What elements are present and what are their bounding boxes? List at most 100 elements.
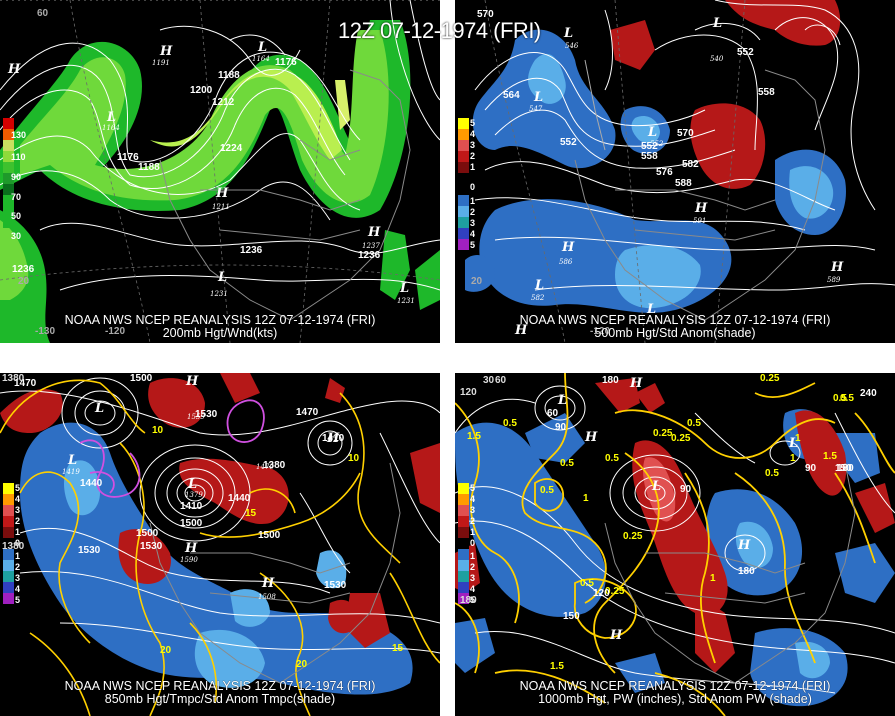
low-marker: L <box>647 302 657 317</box>
grid-label: 20 <box>471 276 483 287</box>
low-marker: L <box>258 40 268 55</box>
legend-label: 0 <box>470 538 476 548</box>
std-anom-legend <box>3 483 14 604</box>
contour-label: 552 <box>560 137 577 148</box>
panel-850mb-map: 5 4 3 2 1 0 1 2 3 4 5 1470 1500 1530 147… <box>0 373 440 716</box>
contour-label: 1530 <box>195 409 218 420</box>
panel-credit: NOAA NWS NCEP REANALYSIS 12Z 07-12-1974 … <box>519 679 831 693</box>
legend-label: 2 <box>15 562 21 572</box>
contour-label: 1188 <box>138 162 160 173</box>
pw-label: 0.5 <box>560 458 574 469</box>
legend-label: 4 <box>15 584 21 594</box>
high-marker: H <box>185 541 198 556</box>
legend-label: 5 <box>15 483 21 493</box>
legend-label: 30 <box>11 231 22 241</box>
legend-label: 3 <box>470 218 476 228</box>
low-marker: L <box>789 436 799 451</box>
legend-label: 2 <box>470 207 476 217</box>
high-marker: H <box>585 430 598 445</box>
high-marker: H <box>738 538 751 553</box>
contour-label: 1236 <box>12 264 35 275</box>
low-marker: L <box>188 477 198 492</box>
legend-label: 4 <box>470 494 476 504</box>
contour-label: 582 <box>682 159 699 170</box>
legend-label: 5 <box>470 118 476 128</box>
low-marker: L <box>648 125 658 140</box>
high-marker: H <box>8 62 21 77</box>
pw-label: 0.5 <box>540 485 554 496</box>
contour-label: 180 <box>738 566 755 577</box>
contour-label: 1176 <box>117 152 139 163</box>
high-marker: H <box>186 374 199 389</box>
contour-label: 1440 <box>80 478 103 489</box>
contour-label: 558 <box>641 151 658 162</box>
legend-label: 90 <box>11 172 22 182</box>
panel-caption: 850mb Hgt/Tmpc/Std Anom Tmpc(shade) <box>104 692 336 706</box>
contour-label: 1236 <box>358 250 381 261</box>
contour-label: 1224 <box>220 143 243 154</box>
center-value: 540 <box>710 55 724 63</box>
low-marker: L <box>652 479 662 494</box>
legend-label: 5 <box>470 240 476 250</box>
legend-label: 3 <box>15 573 21 583</box>
contour-label: 90 <box>555 422 567 433</box>
pw-label: 1 <box>790 453 796 464</box>
legend-label: 5 <box>470 483 476 493</box>
std-anom-legend <box>458 483 469 604</box>
low-marker: L <box>107 110 117 125</box>
contour-label: 1188 <box>218 70 240 81</box>
legend-label: 4 <box>470 129 476 139</box>
contour-label: 588 <box>675 178 692 189</box>
panel-credit: NOAA NWS NCEP REANALYSIS 12Z 07-12-1974 … <box>519 313 831 327</box>
contour-label: 552 <box>641 141 658 152</box>
contour-label: 564 <box>503 90 520 101</box>
pw-label: 1 <box>710 573 716 584</box>
grid-label: 180 <box>460 595 477 606</box>
grid-label: 20 <box>18 276 30 287</box>
panel-1000mb-map: 5 4 3 2 1 0 1 2 3 4 5 180 60 90 0.5 0.25… <box>455 373 895 716</box>
legend-label: 110 <box>11 152 26 162</box>
contour-label: 90 <box>805 463 817 474</box>
center-value: 1237 <box>362 242 380 250</box>
grid-label: 60 <box>495 375 507 386</box>
contour-label: 1530 <box>140 541 163 552</box>
center-value: 1379 <box>185 491 203 499</box>
contour-label: 552 <box>737 47 754 58</box>
isotherm-label: 10 <box>348 453 360 464</box>
contour-label: 1380 <box>263 460 286 471</box>
contour-label: 1410 <box>180 501 203 512</box>
center-value: 1211 <box>212 203 230 211</box>
contour-label: 1500 <box>130 373 153 384</box>
center-value: 1191 <box>152 59 170 67</box>
isotherm-label: 20 <box>160 645 172 656</box>
contour-label: 1440 <box>228 493 251 504</box>
jet-stream-shading <box>0 0 440 343</box>
legend-label: 3 <box>470 140 476 150</box>
low-marker: L <box>558 393 568 408</box>
panel-500mb-map: 5 4 3 2 1 0 1 2 3 4 5 570 564 552 552 55… <box>455 0 895 343</box>
contour-label: 570 <box>477 9 494 20</box>
high-marker: H <box>610 628 623 643</box>
low-marker: L <box>713 16 723 31</box>
contour-label: 1530 <box>78 545 101 556</box>
center-value: 547 <box>529 105 543 113</box>
low-marker: L <box>535 278 545 293</box>
legend-label: 4 <box>15 494 21 504</box>
main-title: 12Z 07-12-1974 (FRI) <box>338 18 541 43</box>
legend-label: 0 <box>15 538 21 548</box>
center-value: 591 <box>693 217 707 225</box>
contour-label: 1236 <box>240 245 263 256</box>
grid-label: 60 <box>37 8 49 19</box>
low-marker: L <box>400 281 410 296</box>
legend-label: 130 <box>11 130 27 140</box>
contour-label: 60 <box>547 408 559 419</box>
high-marker: H <box>695 201 708 216</box>
contour-label: 576 <box>656 167 673 178</box>
legend-label: 2 <box>470 516 476 526</box>
center-value: 1164 <box>102 124 120 132</box>
pw-label: 1.5 <box>467 431 481 442</box>
contour-label: 558 <box>758 87 775 98</box>
pw-label: 0.25 <box>623 531 643 542</box>
isotherm-label: 20 <box>296 659 308 670</box>
grid-label: 30 <box>483 375 495 386</box>
